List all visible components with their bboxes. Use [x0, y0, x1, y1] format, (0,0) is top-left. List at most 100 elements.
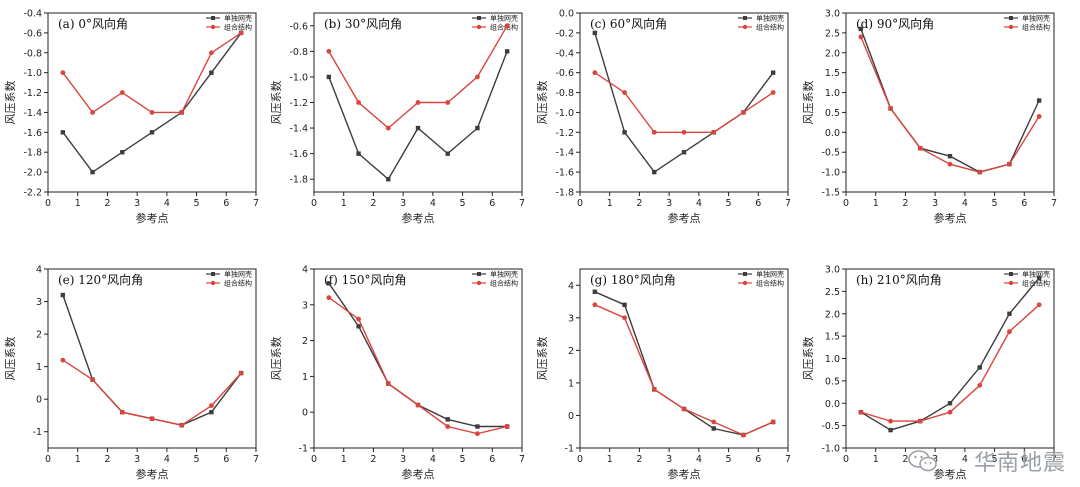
y-tick-label: 1.5: [825, 68, 840, 79]
x-tick-label: 2: [370, 454, 376, 465]
data-point: [60, 70, 66, 76]
x-axis-title: 参考点: [402, 467, 435, 481]
data-point: [1036, 275, 1042, 281]
data-point: [445, 151, 450, 156]
data-point: [858, 26, 864, 32]
plot-frame: [579, 268, 789, 449]
x-tick-label: 1: [873, 454, 879, 465]
data-point: [947, 409, 953, 415]
data-point: [711, 129, 717, 135]
y-tick-label: -1.5: [821, 188, 840, 199]
data-point: [681, 129, 687, 135]
y-tick-label: -1: [33, 427, 42, 438]
y-tick-label: -1.0: [821, 444, 840, 455]
data-point: [415, 402, 421, 408]
x-tick-label: 3: [400, 198, 406, 209]
data-point: [681, 406, 687, 412]
watermark-text: 华南地震: [973, 451, 1066, 476]
x-tick-label: 4: [962, 454, 968, 465]
data-point: [475, 424, 480, 429]
data-point: [415, 125, 421, 131]
y-tick-label: -1.8: [289, 175, 308, 186]
data-point: [119, 90, 125, 95]
x-tick-label: 5: [460, 454, 466, 465]
y-tick-label: -1.6: [555, 168, 574, 179]
x-tick-label: 7: [519, 198, 525, 209]
y-tick-label: 0: [302, 408, 308, 419]
legend-marker: [1008, 24, 1014, 30]
y-tick-label: -0.6: [289, 21, 308, 32]
plot-frame: [845, 12, 1055, 193]
x-tick-label: 3: [666, 454, 672, 465]
x-tick-label: 0: [843, 454, 849, 465]
y-tick-label: -0.8: [23, 48, 42, 59]
y-axis-title: 风压系数: [802, 81, 815, 125]
x-tick-label: 5: [992, 198, 998, 209]
data-point: [238, 370, 244, 376]
y-tick-label: -0.2: [555, 28, 574, 39]
x-axis-title: 参考点: [136, 211, 169, 225]
y-tick-label: -2.2: [23, 188, 42, 199]
legend-marker: [476, 280, 482, 286]
chart-panel: 0 1 2 3 4 5 6 7 -1.5 -1.0 -0.5 0.0 0.5 1.0 1.5 2.0 2.5 3.…: [802, 9, 1057, 226]
data-point: [1036, 98, 1042, 103]
data-point: [445, 100, 451, 105]
legend-label: 单独网壳: [224, 14, 252, 23]
x-tick-label: 1: [75, 454, 81, 465]
legend-label: 组合结构: [490, 279, 518, 288]
plot-frame: [313, 268, 523, 449]
plot-frame: [579, 12, 789, 193]
chart-panel: 0 1 2 3 4 5 6 7 -1.0 -0.5 0.0 0.5 1.0 1.5 2.0 2.5 3.0 参考点…: [802, 265, 1057, 482]
x-tick-label: 2: [104, 198, 110, 209]
data-point: [179, 110, 185, 115]
legend-marker: [476, 24, 482, 30]
series-line: [594, 304, 774, 436]
data-point: [475, 431, 480, 437]
y-tick-label: 0.0: [825, 399, 840, 410]
series-line: [328, 25, 508, 130]
x-tick-label: 1: [607, 198, 613, 209]
x-tick-label: 2: [104, 454, 110, 465]
x-tick-label: 6: [223, 454, 229, 465]
series-line: [860, 277, 1040, 431]
x-tick-label: 5: [726, 198, 732, 209]
y-tick-label: -1.2: [555, 128, 574, 139]
data-point: [149, 110, 155, 115]
x-axis-title: 参考点: [934, 211, 967, 225]
data-point: [60, 357, 66, 363]
legend-marker: [1009, 272, 1013, 276]
data-point: [917, 418, 923, 424]
data-point: [1007, 329, 1012, 335]
data-point: [149, 130, 155, 135]
x-tick-label: 6: [755, 454, 761, 465]
y-tick-label: 0.5: [825, 108, 840, 119]
y-tick-label: 3: [568, 313, 574, 324]
data-point: [385, 125, 391, 131]
y-tick-label: -2.0: [23, 168, 42, 179]
data-point: [209, 410, 214, 415]
legend-marker: [1009, 16, 1013, 20]
data-point: [1036, 302, 1042, 308]
x-tick-label: 5: [194, 198, 200, 209]
data-point: [1007, 161, 1012, 167]
x-tick-label: 5: [992, 454, 998, 465]
data-point: [60, 130, 66, 135]
y-axis-title: 风压系数: [802, 337, 815, 381]
data-point: [504, 49, 510, 54]
legend-label: 组合结构: [490, 23, 518, 32]
data-point: [652, 169, 657, 175]
legend-label: 组合结构: [756, 23, 784, 32]
data-point: [90, 377, 95, 383]
data-point: [711, 426, 716, 431]
y-axis-title: 风压系数: [536, 81, 549, 125]
data-point: [622, 130, 627, 135]
data-point: [651, 129, 657, 135]
data-point: [1007, 311, 1012, 316]
y-tick-label: 2: [36, 330, 42, 341]
data-point: [356, 316, 361, 322]
legend-marker: [211, 272, 215, 276]
y-axis-title: 风压系数: [270, 337, 283, 381]
x-tick-label: 5: [460, 198, 466, 209]
